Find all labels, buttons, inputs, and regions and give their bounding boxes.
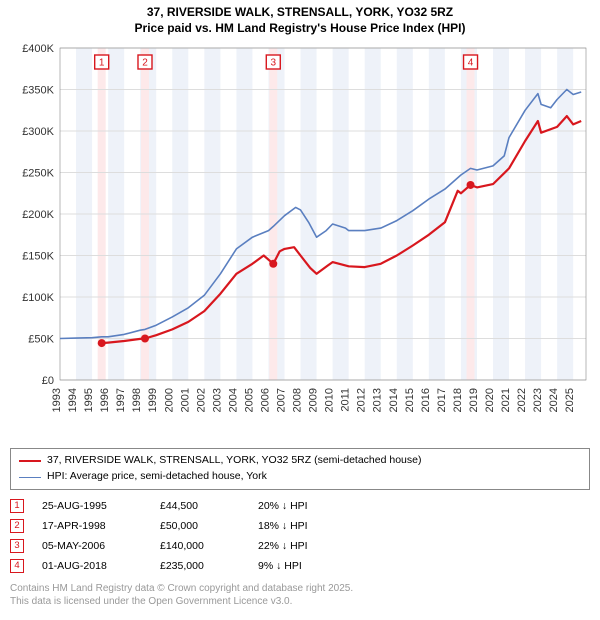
svg-text:2007: 2007: [276, 388, 288, 412]
svg-text:2: 2: [142, 58, 148, 69]
event-date: 25-AUG-1995: [42, 500, 142, 512]
legend-row: HPI: Average price, semi-detached house,…: [19, 469, 581, 485]
svg-text:£100K: £100K: [22, 292, 54, 304]
legend-row: 37, RIVERSIDE WALK, STRENSALL, YORK, YO3…: [19, 453, 581, 469]
svg-text:2023: 2023: [532, 388, 544, 412]
svg-text:3: 3: [271, 58, 277, 69]
svg-text:2011: 2011: [340, 388, 352, 412]
title-line1: 37, RIVERSIDE WALK, STRENSALL, YORK, YO3…: [8, 4, 592, 20]
legend-label: 37, RIVERSIDE WALK, STRENSALL, YORK, YO3…: [47, 453, 421, 469]
svg-text:£400K: £400K: [22, 43, 54, 55]
svg-text:2005: 2005: [243, 388, 255, 412]
svg-text:2024: 2024: [548, 388, 560, 412]
svg-text:2001: 2001: [179, 388, 191, 412]
chart-svg: £0 £50K £100K £150K £200K £250K £300K £350K £400…: [8, 42, 592, 442]
event-row: 3 05-MAY-2006 £140,000 22% ↓ HPI: [10, 536, 590, 556]
svg-text:2017: 2017: [436, 388, 448, 412]
svg-text:2006: 2006: [259, 388, 271, 412]
svg-text:£150K: £150K: [22, 251, 54, 263]
svg-text:2012: 2012: [356, 388, 368, 412]
event-marker: 1: [10, 499, 24, 513]
svg-text:2022: 2022: [516, 388, 528, 412]
event-price: £140,000: [160, 540, 240, 552]
price-chart: £0 £50K £100K £150K £200K £250K £300K £350K £400…: [8, 42, 592, 442]
title-line2: Price paid vs. HM Land Registry's House …: [8, 20, 592, 36]
legend-swatch: [19, 477, 41, 478]
event-marker: 2: [10, 519, 24, 533]
svg-text:2016: 2016: [420, 388, 432, 412]
chart-title: 37, RIVERSIDE WALK, STRENSALL, YORK, YO3…: [8, 4, 592, 36]
event-price: £50,000: [160, 520, 240, 532]
event-marker: 4: [10, 559, 24, 573]
svg-text:2008: 2008: [292, 388, 304, 412]
svg-text:£350K: £350K: [22, 85, 54, 97]
svg-text:2004: 2004: [227, 388, 239, 412]
svg-text:£0: £0: [42, 375, 54, 387]
event-date: 05-MAY-2006: [42, 540, 142, 552]
event-marker: 3: [10, 539, 24, 553]
legend-swatch: [19, 460, 41, 462]
svg-text:1999: 1999: [147, 388, 159, 412]
attribution-line1: Contains HM Land Registry data © Crown c…: [10, 582, 590, 595]
event-price: £235,000: [160, 560, 240, 572]
svg-text:1996: 1996: [99, 388, 111, 412]
svg-text:2002: 2002: [195, 388, 207, 412]
event-price: £44,500: [160, 500, 240, 512]
svg-text:1995: 1995: [83, 388, 95, 412]
attribution-line2: This data is licensed under the Open Gov…: [10, 595, 590, 608]
svg-text:2025: 2025: [564, 388, 576, 412]
event-date: 17-APR-1998: [42, 520, 142, 532]
attribution: Contains HM Land Registry data © Crown c…: [10, 582, 590, 608]
svg-text:4: 4: [468, 58, 474, 69]
svg-text:£50K: £50K: [28, 334, 54, 346]
legend: 37, RIVERSIDE WALK, STRENSALL, YORK, YO3…: [10, 448, 590, 490]
svg-text:2003: 2003: [211, 388, 223, 412]
svg-text:2014: 2014: [388, 388, 400, 412]
svg-text:2020: 2020: [484, 388, 496, 412]
svg-text:2019: 2019: [468, 388, 480, 412]
svg-text:2021: 2021: [500, 388, 512, 412]
svg-text:2015: 2015: [404, 388, 416, 412]
svg-text:2010: 2010: [324, 388, 336, 412]
events-table: 1 25-AUG-1995 £44,500 20% ↓ HPI 2 17-APR-1998…: [10, 496, 590, 576]
svg-text:2000: 2000: [163, 388, 175, 412]
event-row: 1 25-AUG-1995 £44,500 20% ↓ HPI: [10, 496, 590, 516]
svg-text:£300K: £300K: [22, 126, 54, 138]
event-row: 2 17-APR-1998 £50,000 18% ↓ HPI: [10, 516, 590, 536]
svg-text:1998: 1998: [131, 388, 143, 412]
event-date: 01-AUG-2018: [42, 560, 142, 572]
svg-text:1997: 1997: [115, 388, 127, 412]
svg-text:2018: 2018: [452, 388, 464, 412]
svg-text:1993: 1993: [51, 388, 63, 412]
event-row: 4 01-AUG-2018 £235,000 9% ↓ HPI: [10, 556, 590, 576]
svg-text:2013: 2013: [372, 388, 384, 412]
svg-text:£250K: £250K: [22, 168, 54, 180]
event-delta: 22% ↓ HPI: [258, 540, 308, 552]
svg-text:1994: 1994: [67, 388, 79, 412]
legend-label: HPI: Average price, semi-detached house,…: [47, 469, 267, 485]
svg-text:1: 1: [99, 58, 105, 69]
event-delta: 18% ↓ HPI: [258, 520, 308, 532]
event-delta: 9% ↓ HPI: [258, 560, 302, 572]
svg-text:2009: 2009: [308, 388, 320, 412]
event-delta: 20% ↓ HPI: [258, 500, 308, 512]
svg-text:£200K: £200K: [22, 209, 54, 221]
